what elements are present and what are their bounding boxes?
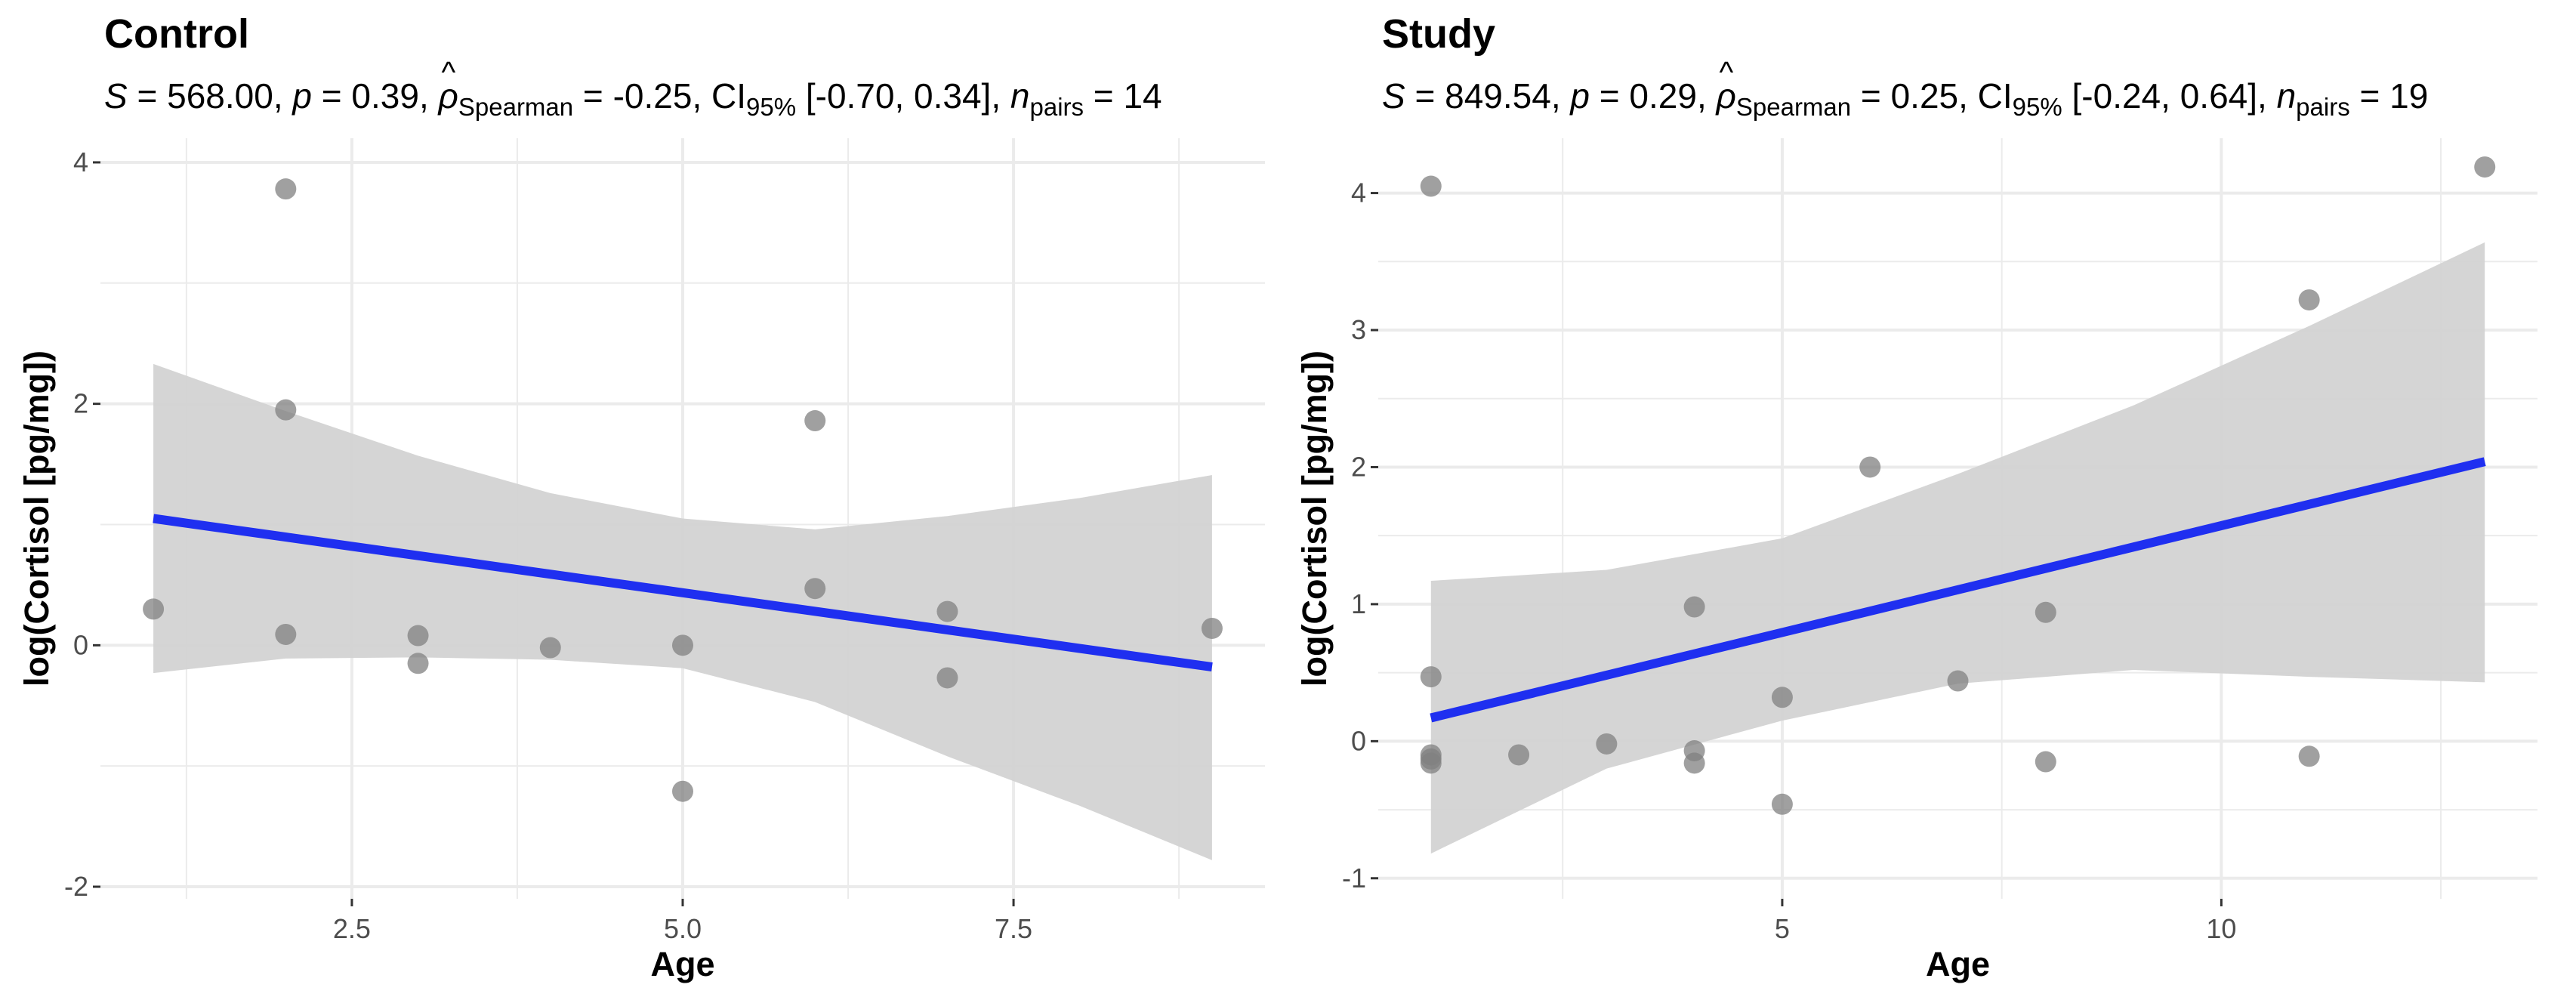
stat-s-label: S — [104, 76, 128, 116]
data-point — [2035, 751, 2056, 773]
chart-subtitle: S = 849.54, p = 0.29, ρSpearman = 0.25, … — [1382, 56, 2429, 122]
data-point — [672, 780, 693, 802]
data-point — [1420, 752, 1442, 774]
y-tick-label: 4 — [1351, 177, 1366, 208]
confidence-band — [1430, 242, 2485, 854]
chart-title: Study — [1382, 11, 1496, 57]
data-point — [275, 399, 297, 421]
data-point — [275, 623, 297, 645]
y-tick-label: 1 — [1351, 588, 1366, 619]
data-points — [143, 178, 1223, 802]
stat-p-value: 0.39 — [351, 76, 419, 116]
x-tick-label: 5 — [1775, 913, 1790, 944]
stat-n-label: n — [1010, 76, 1030, 116]
stat-rho-sub: Spearman — [1735, 93, 1852, 122]
data-point — [1859, 456, 1881, 478]
stat-ci-value: [-0.24, 0.64] — [2072, 76, 2258, 116]
study-plot: 5 10 -1 0 1 2 3 4 Age log(Cortisol [pg/mg]) — [1295, 138, 2537, 983]
y-tick-label: 4 — [73, 147, 88, 177]
stat-ci-label: CI — [711, 76, 746, 116]
data-point — [1596, 733, 1618, 755]
data-point — [1771, 793, 1793, 815]
regression-line — [1430, 457, 2486, 723]
data-point — [1420, 175, 1442, 197]
data-point — [407, 653, 429, 674]
control-panel: 2.5 5.0 7.5 -2 0 2 4 Age log(Cortisol [pg/mg]) C… — [0, 0, 1288, 1000]
y-tick-label: 0 — [73, 629, 88, 660]
stat-n-value: 19 — [2389, 76, 2429, 116]
data-point — [1201, 617, 1223, 639]
stat-rho-value: 0.25 — [1890, 76, 1959, 116]
y-axis-title: log(Cortisol [pg/mg]) — [1295, 350, 1334, 687]
y-tick-label: -2 — [64, 871, 88, 902]
data-point — [2298, 289, 2320, 311]
stat-p-value: 0.29 — [1629, 76, 1697, 116]
y-tick-label: 2 — [73, 388, 88, 419]
data-point — [1683, 596, 1705, 618]
data-point — [936, 600, 958, 622]
x-tick-label: 10 — [2206, 913, 2236, 944]
x-tick-label: 5.0 — [664, 913, 702, 944]
data-point — [1683, 752, 1705, 774]
stat-p-label: p — [1570, 76, 1590, 116]
y-tick-label: 0 — [1351, 725, 1366, 756]
stat-ci-sub: 95% — [2012, 93, 2062, 122]
y-tick-label: 3 — [1351, 314, 1366, 345]
y-axis-title: log(Cortisol [pg/mg]) — [17, 350, 56, 687]
study-panel: 5 10 -1 0 1 2 3 4 Age log(Cortisol [pg/mg]) Study… — [1288, 0, 2576, 1000]
stat-s-label: S — [1382, 76, 1405, 116]
regression-line — [153, 514, 1213, 672]
data-point — [2474, 156, 2496, 178]
stat-ci-value: [-0.70, 0.34] — [805, 76, 992, 116]
confidence-band — [153, 363, 1212, 860]
stat-ci-label: CI — [1977, 76, 2013, 116]
data-point — [804, 410, 826, 432]
stat-s-value: 568.00 — [167, 76, 273, 116]
data-point — [2298, 745, 2320, 767]
x-axis-title: Age — [650, 945, 714, 983]
x-axis-title: Age — [1926, 945, 1990, 983]
stat-p-label: p — [292, 76, 312, 116]
data-point — [1947, 670, 1969, 692]
data-point — [1420, 666, 1442, 688]
y-tick-label: 2 — [1351, 451, 1366, 482]
data-point — [407, 625, 429, 647]
stat-n-label: n — [2276, 76, 2297, 116]
data-point — [1508, 744, 1530, 766]
data-points — [1420, 156, 2496, 815]
x-tick-label: 7.5 — [995, 913, 1032, 944]
data-point — [804, 578, 826, 600]
data-point — [2035, 601, 2056, 623]
data-point — [1771, 687, 1793, 708]
data-point — [936, 667, 958, 689]
x-tick-label: 2.5 — [333, 913, 371, 944]
data-point — [539, 637, 561, 659]
y-tick-label: -1 — [1342, 863, 1366, 894]
stat-rho-label: ρ — [439, 56, 458, 116]
stat-rho-sub: Spearman — [458, 93, 574, 122]
stat-s-value: 849.54 — [1445, 76, 1551, 116]
control-plot: 2.5 5.0 7.5 -2 0 2 4 Age log(Cortisol [pg/mg]) — [17, 138, 1265, 983]
data-point — [672, 634, 693, 656]
stat-rho-label: ρ — [1717, 56, 1736, 116]
data-point — [143, 598, 165, 620]
chart-title: Control — [104, 11, 249, 57]
stat-n-value: 14 — [1123, 76, 1162, 116]
data-point — [275, 178, 297, 200]
stat-rho-value: -0.25 — [612, 76, 693, 116]
stat-n-sub: pairs — [2296, 93, 2350, 122]
stat-n-sub: pairs — [1029, 93, 1084, 122]
stat-ci-sub: 95% — [746, 93, 797, 122]
chart-subtitle: S = 568.00, p = 0.39, ρSpearman = -0.25,… — [104, 56, 1162, 122]
